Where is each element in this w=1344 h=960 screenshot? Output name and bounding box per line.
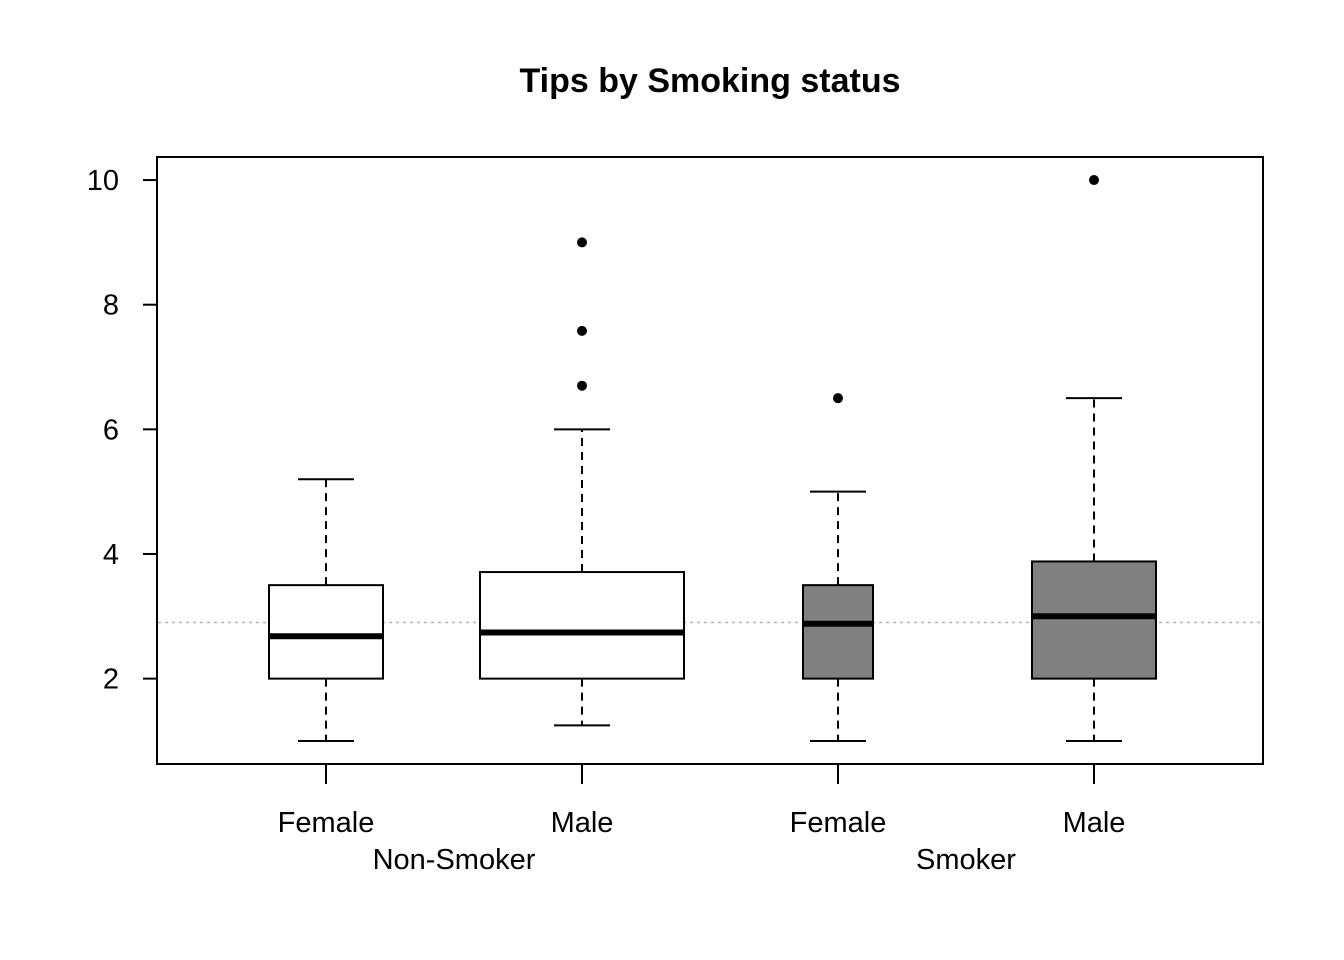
y-tick-label-2: 2 bbox=[103, 664, 119, 696]
x-axis: Female Male Female Male bbox=[278, 764, 1126, 839]
group-label-non-smoker: Non-Smoker bbox=[373, 844, 536, 876]
iqr-box bbox=[268, 584, 384, 680]
iqr-box bbox=[1031, 560, 1157, 680]
iqr-box bbox=[802, 584, 874, 680]
y-tick-label-8: 8 bbox=[103, 290, 119, 322]
group-label-smoker: Smoker bbox=[916, 844, 1016, 876]
box-non-smoker-male bbox=[479, 237, 685, 727]
x-tick-label-non-smoker-female: Female bbox=[278, 807, 375, 839]
box-smoker-female bbox=[802, 393, 874, 742]
outlier-point bbox=[1089, 175, 1099, 186]
outlier-point bbox=[577, 325, 587, 336]
y-axis: 2 4 6 8 10 bbox=[87, 165, 157, 696]
x-tick-label-non-smoker-male: Male bbox=[551, 807, 614, 839]
x-tick-label-smoker-male: Male bbox=[1063, 807, 1126, 839]
outlier-point bbox=[833, 393, 843, 404]
y-tick-label-4: 4 bbox=[103, 539, 119, 571]
iqr-box bbox=[479, 571, 685, 680]
outlier-point bbox=[577, 380, 587, 391]
plot-area-frame bbox=[156, 156, 1264, 765]
x-tick-label-smoker-female: Female bbox=[790, 807, 887, 839]
y-tick-label-6: 6 bbox=[103, 414, 119, 446]
y-tick-label-10: 10 bbox=[87, 165, 119, 197]
boxes-layer bbox=[268, 175, 1157, 742]
box-smoker-male bbox=[1031, 175, 1157, 742]
chart-title: Tips by Smoking status bbox=[519, 62, 900, 100]
box-non-smoker-female bbox=[268, 478, 384, 742]
outlier-point bbox=[577, 237, 587, 248]
